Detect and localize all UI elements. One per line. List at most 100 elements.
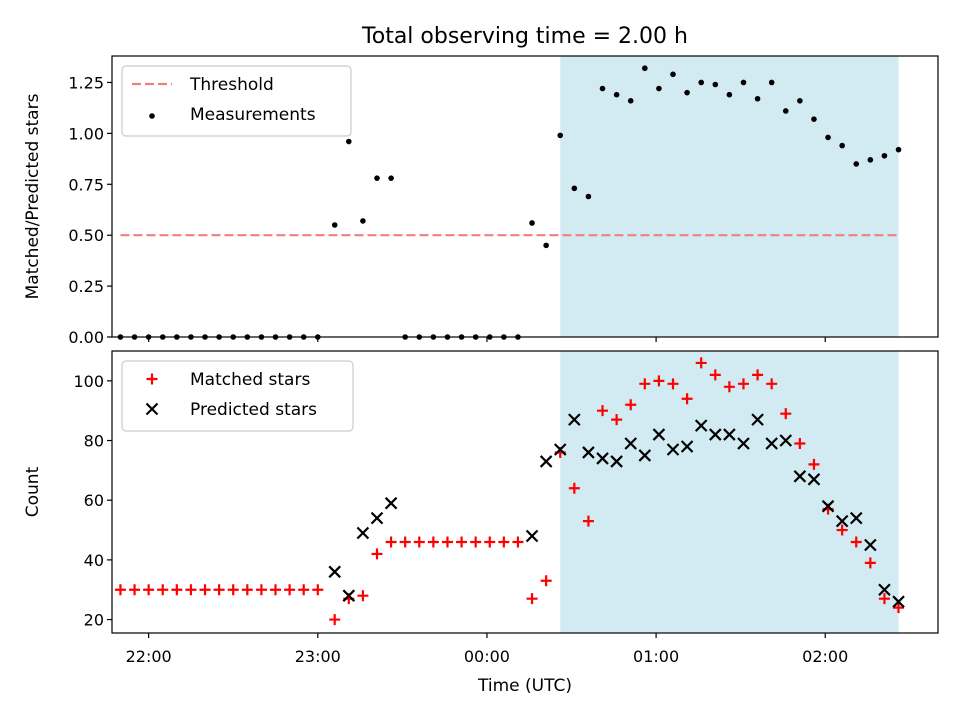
y-tick-label: 1.25 bbox=[68, 73, 104, 92]
data-point bbox=[227, 584, 239, 596]
data-point bbox=[656, 85, 662, 92]
data-point bbox=[684, 89, 690, 96]
data-point bbox=[427, 536, 439, 548]
x-tick-label: 22:00 bbox=[126, 647, 172, 666]
x-tick-label: 23:00 bbox=[295, 647, 341, 666]
data-point bbox=[525, 529, 539, 543]
data-point bbox=[255, 584, 267, 596]
data-point bbox=[456, 536, 468, 548]
data-point bbox=[371, 548, 383, 560]
data-point bbox=[328, 565, 341, 579]
data-point bbox=[752, 369, 764, 381]
data-point bbox=[892, 595, 905, 608]
data-point bbox=[864, 538, 877, 552]
data-point bbox=[270, 584, 282, 596]
data-point bbox=[681, 393, 693, 405]
data-point bbox=[342, 589, 356, 602]
data-point bbox=[779, 434, 793, 447]
data-point bbox=[582, 515, 594, 527]
data-point bbox=[850, 536, 862, 548]
data-point bbox=[737, 437, 750, 450]
y-tick-label: 0.00 bbox=[68, 328, 104, 347]
data-point bbox=[370, 511, 384, 525]
data-point bbox=[878, 583, 891, 597]
data-point bbox=[171, 584, 183, 596]
data-point bbox=[199, 584, 211, 596]
data-point bbox=[653, 375, 665, 387]
y-tick-label: 1.00 bbox=[68, 124, 104, 143]
data-point bbox=[539, 455, 553, 468]
legend-marker bbox=[146, 373, 158, 385]
legend: Threshold Measurements bbox=[121, 65, 352, 137]
data-point bbox=[723, 381, 735, 393]
y-tick-label: 80 bbox=[84, 432, 104, 451]
data-point bbox=[849, 511, 863, 525]
data-point bbox=[625, 399, 637, 411]
data-point bbox=[825, 134, 831, 141]
axes-frame bbox=[111, 350, 939, 634]
y-tick-label: 40 bbox=[84, 551, 104, 570]
data-point bbox=[794, 438, 806, 450]
x-tick-label: 02:00 bbox=[802, 647, 848, 666]
data-point bbox=[357, 590, 369, 602]
data-point bbox=[613, 91, 620, 98]
data-point bbox=[878, 593, 890, 605]
data-point bbox=[666, 443, 680, 456]
data-point bbox=[241, 584, 253, 596]
series-predicted-stars bbox=[328, 413, 905, 608]
x-tick-label: 00:00 bbox=[464, 647, 510, 666]
y-tick-label: 100 bbox=[73, 372, 104, 391]
legend-label: Measurements bbox=[190, 105, 316, 125]
data-point bbox=[709, 369, 721, 381]
data-point bbox=[797, 97, 803, 104]
data-point bbox=[526, 593, 538, 605]
data-point bbox=[737, 378, 749, 390]
data-point bbox=[751, 413, 764, 426]
legend-label: Threshold bbox=[189, 75, 274, 95]
data-point bbox=[768, 79, 775, 86]
data-point bbox=[498, 536, 510, 548]
top-chart-panel: 0.00 0.25 0.50 0.75 1.00 1.25 Matched/Predicte… bbox=[23, 55, 939, 347]
data-point bbox=[740, 79, 747, 86]
data-point bbox=[895, 146, 902, 153]
data-point bbox=[670, 71, 676, 78]
data-point bbox=[807, 473, 821, 486]
data-point bbox=[853, 161, 860, 167]
data-point bbox=[470, 536, 482, 548]
data-point bbox=[811, 116, 817, 122]
data-point bbox=[793, 470, 807, 483]
data-point bbox=[568, 482, 580, 494]
legend: Matched stars Predicted stars bbox=[121, 360, 354, 432]
data-point bbox=[808, 458, 820, 470]
data-point bbox=[553, 443, 567, 456]
data-point bbox=[543, 242, 549, 249]
bottom-chart-panel: 20 40 60 80 100 22:00 23:00 00:00 01:00 02:00 Coun… bbox=[23, 350, 939, 666]
data-point bbox=[399, 536, 411, 548]
y-tick-label: 0.75 bbox=[68, 175, 104, 194]
data-point bbox=[114, 584, 126, 596]
data-point bbox=[694, 419, 708, 432]
y-axis-label: Count bbox=[23, 466, 43, 517]
legend-label: Predicted stars bbox=[190, 400, 317, 420]
data-point bbox=[780, 408, 792, 420]
data-point bbox=[441, 536, 453, 548]
data-point bbox=[597, 405, 609, 417]
data-point bbox=[766, 378, 778, 390]
data-point bbox=[881, 152, 888, 159]
axes-frame bbox=[111, 55, 939, 338]
legend-box bbox=[121, 65, 352, 137]
data-point bbox=[680, 440, 694, 453]
data-point bbox=[284, 584, 296, 596]
data-point bbox=[568, 413, 581, 426]
y-tick-label: 60 bbox=[84, 491, 104, 510]
data-point bbox=[611, 414, 623, 426]
data-point bbox=[754, 95, 761, 102]
data-point bbox=[839, 142, 845, 149]
data-point bbox=[782, 108, 789, 114]
legend-marker bbox=[149, 113, 155, 119]
data-point bbox=[529, 220, 535, 226]
data-point bbox=[585, 193, 592, 200]
y-tick-label: 0.50 bbox=[68, 226, 104, 245]
data-point bbox=[213, 584, 225, 596]
y-axis-label: Matched/Predicted stars bbox=[23, 93, 43, 299]
